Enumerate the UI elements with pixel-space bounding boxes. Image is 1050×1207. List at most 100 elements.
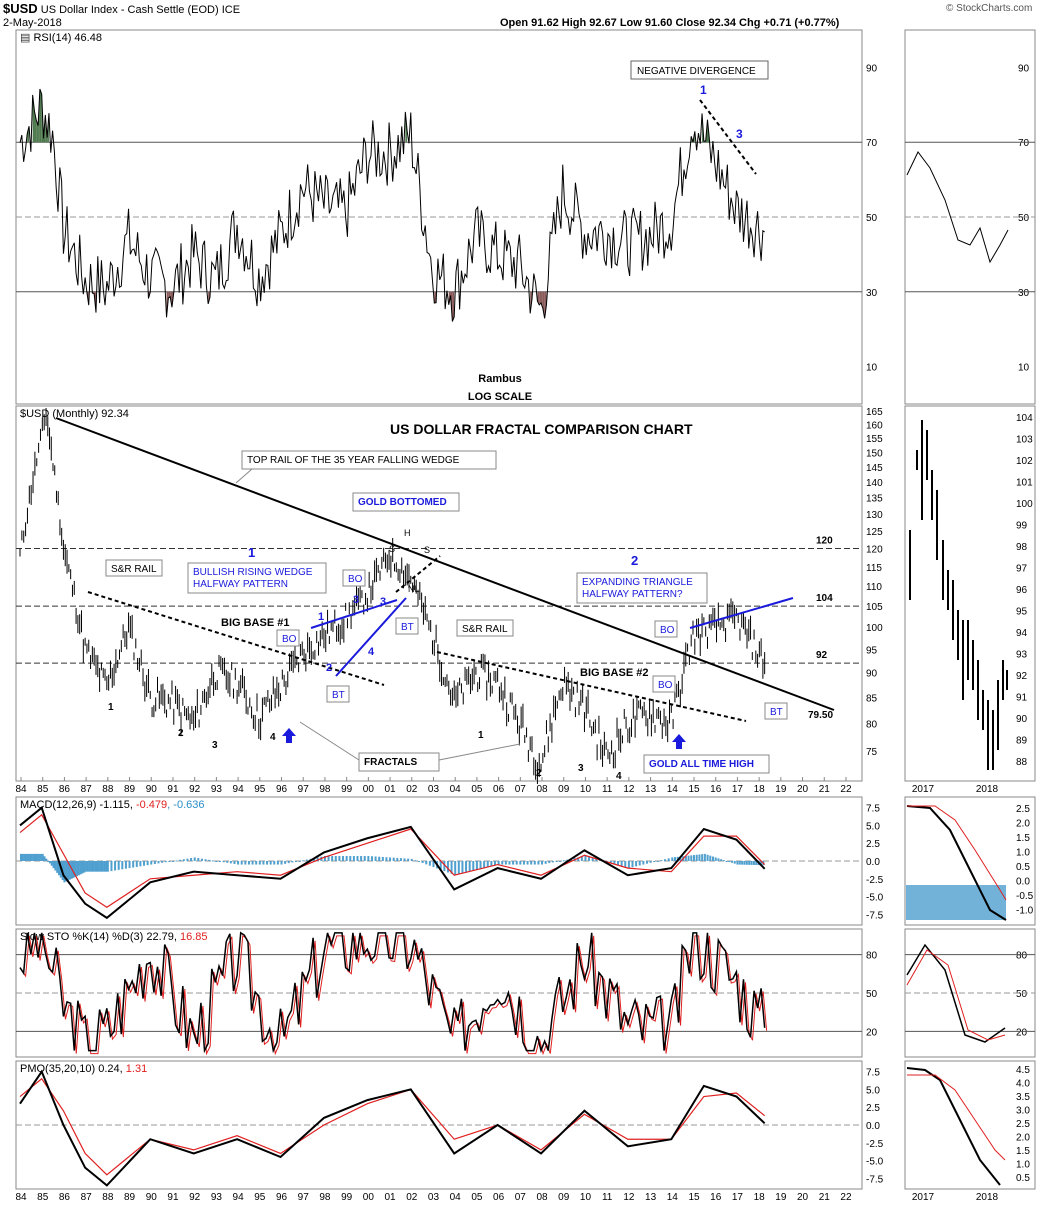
- top-rail-callout-text: TOP RAIL OF THE 35 YEAR FALLING WEDGE: [247, 455, 460, 466]
- macd-hist-bar: [450, 861, 453, 874]
- wedge-bottom-line: [335, 597, 407, 677]
- rsi-tick: 90: [866, 63, 878, 74]
- x-axis-label-price: 12: [623, 784, 635, 795]
- bo-callout-text: BO: [348, 574, 363, 585]
- credit: © StockCharts.com: [946, 3, 1033, 14]
- macd-hist-bar: [146, 861, 149, 866]
- x-axis-label: 17: [732, 1192, 744, 1203]
- macd-hist-bar: [690, 855, 693, 861]
- macd-hist-bar: [193, 857, 196, 861]
- macd-hist-bar: [47, 861, 50, 862]
- rsi-line: [19, 88, 765, 322]
- macd-hist-bar: [280, 861, 283, 865]
- macd-hist-bar: [27, 853, 30, 861]
- price-tick: 160: [866, 420, 883, 431]
- macd-hist-bar: [88, 861, 91, 872]
- macd-hist-bar: [139, 861, 142, 867]
- pmo-side-signal: [907, 1074, 1006, 1161]
- macd-hist-bar: [624, 861, 627, 868]
- price-side-tick: 91: [1016, 693, 1028, 704]
- rsi-oversold-fill: [539, 291, 542, 305]
- macd-hist-bar: [439, 861, 442, 870]
- exchange: ICE: [221, 4, 241, 16]
- pmo-side-tick: 3.5: [1016, 1092, 1030, 1103]
- macd-hist-bar: [703, 853, 706, 861]
- x-axis-label: 01: [385, 1192, 397, 1203]
- macd-hist-bar: [99, 861, 102, 872]
- macd-hist-bar: [684, 855, 687, 861]
- macd-hist-bar: [403, 858, 406, 861]
- price-label: $USD (Monthly) 92.34: [20, 408, 129, 421]
- price-tick: 80: [866, 719, 878, 730]
- rsi-tick: 70: [866, 138, 878, 149]
- x-axis-label: 05: [471, 1192, 483, 1203]
- macd-hist-bar: [490, 861, 493, 867]
- fractal-point-label: 2: [178, 728, 184, 739]
- macd-hist-bar: [45, 858, 48, 861]
- x-axis-label: 12: [623, 1192, 635, 1203]
- pmo-label: PMO(35,20,10) 0.24, 1.31: [20, 1063, 147, 1076]
- macd-hist-bar: [258, 861, 261, 865]
- rsi-side-tick: 90: [1018, 63, 1030, 74]
- macd-hist-bar: [407, 858, 410, 861]
- macd-hist-bar: [101, 861, 104, 872]
- pmo-tick: -5.0: [866, 1157, 884, 1168]
- x-axis-label-price: 93: [211, 784, 223, 795]
- rsi-side-tick: 70: [1018, 138, 1030, 149]
- x-axis-label-price: 14: [667, 784, 679, 795]
- shoulder-right-label: S: [424, 545, 430, 555]
- macd-hist-bar: [83, 861, 86, 873]
- sto-label-prefix: Slow STO %K(14) %D(3) 22.79,: [20, 931, 180, 943]
- macd-hist-bar: [356, 856, 359, 861]
- price-side-tick: 98: [1016, 542, 1028, 553]
- macd-hist-bar: [687, 855, 690, 861]
- price-title: US DOLLAR FRACTAL COMPARISON CHART: [390, 421, 693, 437]
- macd-hist-bar: [720, 859, 723, 861]
- side-x-label-bottom: 2017: [912, 1192, 935, 1203]
- macd-hist-bar: [43, 856, 46, 861]
- macd-hist-bar: [338, 856, 341, 861]
- price-panel-frame: [15, 405, 863, 782]
- x-axis-label: 04: [450, 1192, 462, 1203]
- pmo-side-tick: 4.0: [1016, 1079, 1030, 1090]
- shoulder-left-label: S: [389, 544, 395, 554]
- fractals-callout-box: [358, 752, 440, 772]
- macd-hist-bar: [164, 861, 167, 863]
- sr-rail-2-callout-text: S&R RAIL: [462, 624, 508, 635]
- macd-hist-bar: [457, 861, 460, 875]
- macd-hist-bar: [92, 861, 95, 872]
- macd-hist-bar: [752, 861, 755, 865]
- macd-hist-bar: [41, 853, 44, 861]
- fractal-point-label: 2: [536, 768, 542, 779]
- pmo-signal-line: [19, 1077, 766, 1176]
- macd-hist-bar: [414, 860, 417, 862]
- macd-hist-bar: [226, 861, 229, 863]
- macd-hist-bar: [211, 860, 214, 862]
- x-axis-label-price: 98: [319, 784, 331, 795]
- chart-header: $USD US Dollar Index - Cash Settle (EOD)…: [3, 2, 240, 17]
- x-axis-label: 00: [363, 1192, 375, 1203]
- sto-tick: 80: [866, 951, 878, 962]
- macd-hist-bar: [67, 861, 70, 881]
- macd-hist-bar: [287, 861, 290, 864]
- macd-hist-bar: [74, 861, 77, 877]
- macd-hist-bar: [631, 861, 634, 868]
- macd-hist-bar: [508, 861, 511, 865]
- macd-hist-bar: [475, 861, 478, 870]
- macd-hist-bar: [215, 861, 218, 862]
- rsi-point-3: 3: [736, 127, 743, 141]
- macd-hist-bar: [522, 861, 525, 865]
- rsi-tick: 30: [866, 288, 878, 299]
- macd-hist-bar: [34, 853, 37, 861]
- macd-hist-bar: [103, 861, 106, 872]
- bo-callout-box: [276, 629, 300, 647]
- x-axis-label-price: 16: [710, 784, 722, 795]
- price-tick: 130: [866, 510, 883, 521]
- chart-date: 2-May-2018: [3, 17, 62, 29]
- sto-k-line: [19, 931, 766, 1054]
- macd-hist-bar: [298, 861, 301, 862]
- price-tick: 110: [866, 582, 882, 593]
- x-axis-label-price: 22: [840, 784, 852, 795]
- macd-hist-bar: [748, 861, 751, 865]
- macd-hist-bar: [77, 861, 80, 876]
